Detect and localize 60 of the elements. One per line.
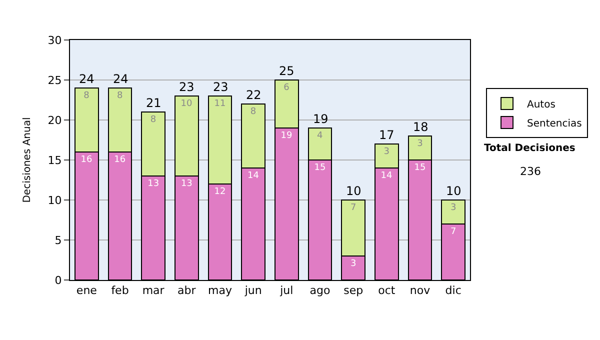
data-label: 16: [114, 155, 126, 165]
total-label: 23: [213, 80, 228, 94]
data-label: 3: [384, 147, 390, 157]
y-tick-label: 0: [54, 274, 62, 287]
x-tick-label: mar: [142, 284, 165, 298]
y-tick-label: 25: [48, 74, 62, 87]
x-tick-label: feb: [111, 284, 129, 298]
data-label: 8: [250, 107, 256, 117]
data-label: 3: [350, 259, 356, 269]
data-label: 15: [314, 163, 326, 173]
y-tick-label: 10: [48, 194, 62, 207]
data-label: 7: [350, 203, 356, 213]
x-tick-label: jun: [244, 284, 262, 298]
total-label: 17: [379, 128, 394, 142]
total-label: 24: [113, 72, 128, 86]
data-label: 14: [380, 171, 393, 181]
data-label: 11: [214, 99, 226, 109]
x-tick-label: may: [208, 284, 232, 298]
data-label: 19: [280, 131, 293, 141]
x-tick-label: sep: [344, 284, 364, 298]
x-tick-label: jul: [279, 284, 294, 298]
text: Total Decisiones: [484, 143, 576, 154]
x-tick-label: dic: [445, 284, 462, 298]
data-label: 13: [148, 179, 160, 189]
total-label: 24: [79, 72, 94, 86]
total-label: 22: [246, 88, 262, 102]
y-tick-label: 5: [54, 234, 62, 247]
y-tick-label: 20: [48, 114, 62, 127]
data-label: 6: [284, 83, 290, 93]
total-label: 10: [346, 184, 362, 198]
legend-label: Sentencias: [527, 118, 582, 130]
data-label: 4: [317, 131, 323, 141]
data-label: 10: [180, 99, 193, 109]
y-axis-title: Decisiones Anual: [22, 117, 33, 203]
total-label: 19: [313, 112, 328, 126]
data-label: 13: [180, 179, 192, 189]
data-label: 3: [450, 203, 456, 213]
y-tick-label: 30: [48, 34, 62, 47]
total-label: 25: [279, 64, 294, 78]
data-label: 15: [414, 163, 426, 173]
data-label: 14: [247, 171, 260, 181]
x-tick-label: ago: [310, 284, 330, 298]
total-label: 10: [446, 184, 462, 198]
data-label: 16: [80, 155, 93, 165]
x-tick-label: abr: [178, 284, 196, 298]
data-label: 8: [84, 91, 90, 101]
total-label: 21: [146, 96, 162, 110]
data-label: 8: [150, 115, 156, 125]
data-label: 3: [417, 139, 423, 149]
total-label: 23: [179, 80, 194, 94]
data-label: 7: [450, 227, 456, 237]
x-tick-label: oct: [378, 284, 396, 298]
y-tick-label: 15: [48, 154, 62, 167]
data-label: 8: [117, 91, 123, 101]
x-tick-label: ene: [76, 284, 98, 298]
text: 236: [520, 165, 541, 178]
data-label: 12: [214, 187, 226, 197]
x-tick-label: nov: [410, 284, 431, 298]
total-label: 18: [413, 120, 428, 134]
legend-label: Autos: [527, 99, 556, 110]
